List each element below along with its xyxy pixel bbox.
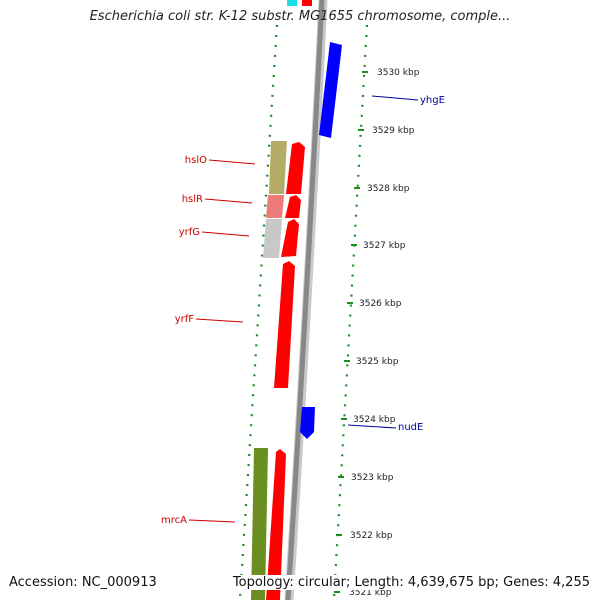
gene-label-nudE[interactable]: nudE: [398, 422, 423, 433]
label-line-hslR: [204, 198, 253, 204]
tick-label: 3521 kbp: [349, 588, 392, 598]
gene-label-yrfG[interactable]: yrfG: [179, 227, 200, 238]
tick-ring-outer: [332, 24, 369, 599]
gene-feature-yrfG[interactable]: [281, 219, 299, 257]
tick-label: 3527 kbp: [363, 241, 406, 251]
tick-label: 3523 kbp: [351, 473, 394, 483]
gene-label-yhgE[interactable]: yhgE: [420, 95, 445, 106]
gene-feature-hslO[interactable]: [286, 142, 305, 194]
ruler-tick-labels: 3530 kbp 3529 kbp 3528 kbp 3527 kbp 3526…: [349, 68, 420, 598]
gene-label-hslO[interactable]: hslO: [185, 155, 207, 166]
tick-label: 3525 kbp: [356, 357, 399, 367]
chromosome-backbone: [285, 0, 325, 600]
tick-label: 3526 kbp: [359, 299, 402, 309]
gene-feature-hslR[interactable]: [285, 195, 301, 218]
gene-feature-mrcA[interactable]: [266, 449, 286, 600]
tick-label: 3524 kbp: [353, 415, 396, 425]
tick-label: 3529 kbp: [372, 126, 415, 136]
genome-summary-text: Topology: circular; Length: 4,639,675 bp…: [229, 575, 590, 590]
ruler-ticks: [334, 71, 368, 593]
tick-label: 3522 kbp: [350, 531, 393, 541]
label-line-yrfF: [195, 318, 244, 323]
cyan-feature-partial[interactable]: [287, 0, 297, 6]
gene-feature-nudE[interactable]: [300, 407, 315, 439]
gene-feature-hslO-shade[interactable]: [269, 141, 287, 194]
gene-feature-yrfG-shade[interactable]: [263, 219, 282, 258]
tick-label: 3528 kbp: [367, 184, 410, 194]
gene-label-mrcA[interactable]: mrcA: [161, 515, 187, 526]
gene-feature-yrfF[interactable]: [274, 261, 295, 388]
gene-feature-hslR-shade[interactable]: [266, 195, 284, 218]
label-line-yhgE: [371, 95, 419, 101]
gene-feature-yhgE[interactable]: [319, 42, 342, 138]
gene-feature-mrcA-shade[interactable]: [251, 448, 268, 600]
tick-label: 3530 kbp: [377, 68, 420, 78]
map-title: Escherichia coli str. K-12 substr. MG165…: [89, 9, 511, 24]
label-line-nudE: [347, 424, 397, 429]
accession-text: Accession: NC_000913: [9, 575, 157, 590]
red-feature-partial[interactable]: [302, 0, 312, 6]
label-line-hslO: [208, 159, 256, 165]
label-line-mrcA: [188, 519, 236, 523]
label-line-yrfG: [201, 231, 250, 237]
gene-label-hslR[interactable]: hslR: [182, 194, 203, 205]
gene-label-yrfF[interactable]: yrfF: [175, 314, 195, 325]
